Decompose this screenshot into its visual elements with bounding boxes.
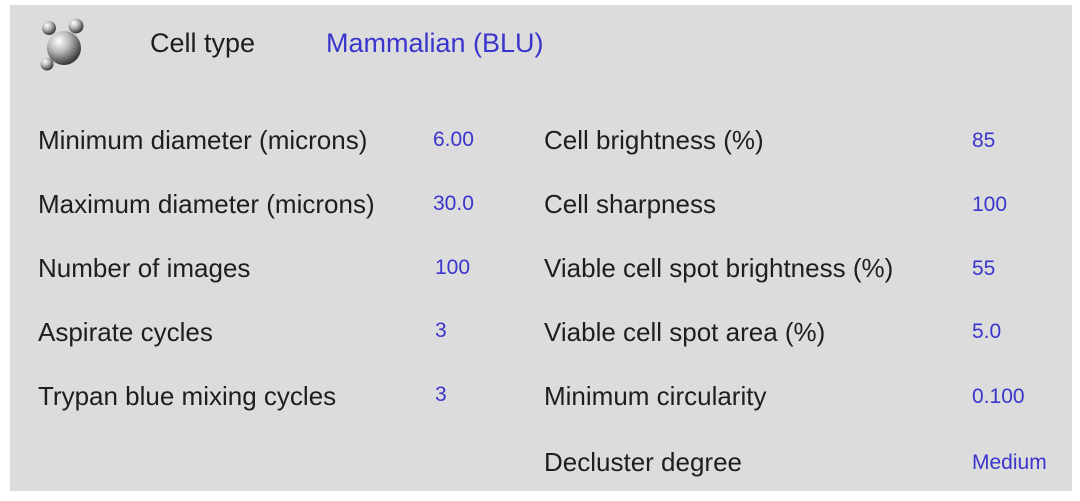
aspirate-cycles-label: Aspirate cycles [38,317,213,347]
number-of-images-label: Number of images [38,253,251,283]
cell-sharpness-value[interactable]: 100 [972,193,1008,216]
minimum-circularity-value[interactable]: 0.100 [972,385,1025,408]
decluster-degree-value[interactable]: Medium [972,451,1047,474]
cell-sharpness-label: Cell sharpness [544,189,716,219]
viable-cell-spot-area-label: Viable cell spot area (%) [544,317,826,347]
cell-brightness-value[interactable]: 85 [972,129,996,152]
cell-type-value[interactable]: Mammalian (BLU) [326,28,544,58]
viable-cell-spot-brightness-label: Viable cell spot brightness (%) [544,253,894,283]
number-of-images-value[interactable]: 100 [435,256,471,279]
maximum-diameter-label: Maximum diameter (microns) [38,189,375,219]
minimum-circularity-label: Minimum circularity [544,381,767,411]
viable-cell-spot-brightness-value[interactable]: 55 [972,257,996,280]
trypan-blue-mixing-cycles-label: Trypan blue mixing cycles [38,381,337,411]
aspirate-cycles-value[interactable]: 3 [435,319,447,342]
cell-type-label: Cell type [150,28,256,58]
cell-type-settings-panel [10,5,1072,491]
cell-brightness-label: Cell brightness (%) [544,125,764,155]
viable-cell-spot-area-value[interactable]: 5.0 [972,320,1002,343]
decluster-degree-label: Decluster degree [544,447,742,477]
minimum-diameter-value[interactable]: 6.00 [433,128,474,151]
trypan-blue-mixing-cycles-value[interactable]: 3 [435,383,447,406]
maximum-diameter-value[interactable]: 30.0 [433,192,474,215]
cells-icon [40,18,84,71]
minimum-diameter-label: Minimum diameter (microns) [38,125,368,155]
